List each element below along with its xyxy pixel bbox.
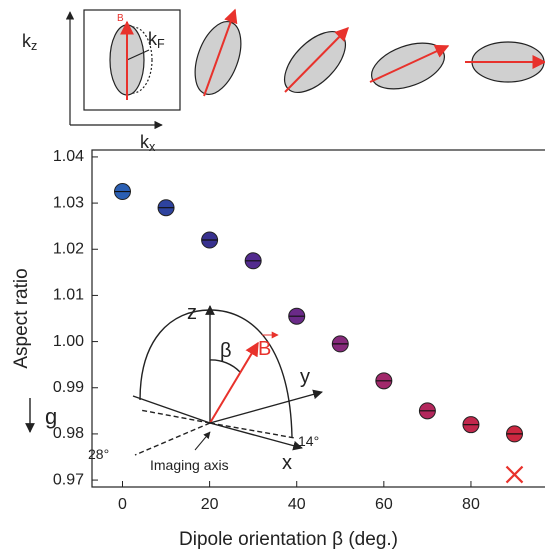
orientation-diagram — [25, 305, 323, 456]
annotation-text: k — [148, 29, 158, 49]
y-tick-label: 1.00 — [53, 333, 84, 350]
cross-point — [505, 465, 524, 484]
y-tick-label: 1.02 — [53, 240, 84, 257]
annotation-text: x — [282, 452, 292, 474]
annotation-text: Imaging axis — [150, 457, 229, 473]
annotation: y — [300, 366, 310, 388]
annotation: kx — [140, 132, 156, 155]
annotation-text: 28° — [88, 446, 109, 462]
annotation: B — [258, 338, 271, 360]
annotation: B — [117, 13, 124, 24]
annotation: Imaging axis — [150, 457, 229, 473]
annotation-sub: F — [157, 37, 165, 51]
annotation-sub: x — [149, 140, 156, 154]
y-axis-label: Aspect ratio — [11, 268, 32, 368]
annotation-sub: z — [31, 39, 37, 53]
x-tick-label: 60 — [375, 496, 393, 513]
annotation: x — [282, 452, 292, 474]
annotation-text: g — [45, 404, 57, 429]
x-tick-label: 40 — [288, 496, 306, 513]
y-tick-label: 1.04 — [53, 148, 84, 165]
y-tick-label: 1.01 — [53, 287, 84, 304]
y-tick-label: 1.03 — [53, 194, 84, 211]
annotation-text: 14° — [298, 433, 319, 449]
annotation: kz — [22, 31, 37, 54]
annotation-text: y — [300, 366, 310, 388]
annotation: 14° — [298, 433, 319, 449]
x-tick-label: 80 — [462, 496, 480, 513]
y-tick-label: 0.97 — [53, 471, 84, 488]
annotation-text: z — [187, 302, 197, 324]
x-tick-label: 0 — [118, 496, 127, 513]
x-axis-label: Dipole orientation β (deg.) — [179, 529, 398, 550]
annotation: 28° — [88, 446, 109, 462]
annotation: g — [45, 404, 57, 429]
annotation: β — [220, 340, 232, 362]
annotation: kF — [148, 29, 165, 52]
annotation-text: B — [117, 13, 124, 24]
annotation-text: k — [22, 31, 32, 51]
y-tick-label: 0.99 — [53, 379, 84, 396]
annotation-text: B — [258, 338, 271, 360]
y-tick-label: 0.98 — [53, 425, 84, 442]
x-tick-label: 20 — [201, 496, 219, 513]
top-schematic — [65, 8, 545, 130]
annotation-text: β — [220, 340, 232, 362]
plot-frame — [91, 149, 545, 488]
cross-stroke — [505, 465, 524, 484]
annotation-text: k — [140, 132, 150, 152]
annotation: z — [187, 302, 197, 324]
